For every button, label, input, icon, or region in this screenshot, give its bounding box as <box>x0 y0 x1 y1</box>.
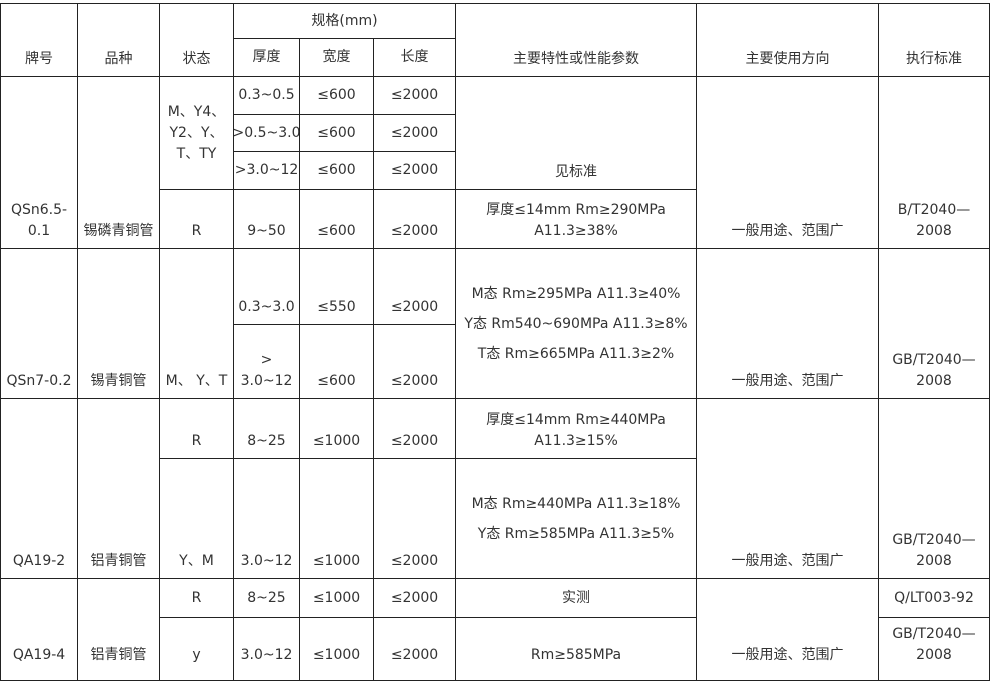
width-cell: ≤550 <box>299 248 374 325</box>
width-cell: ≤1000 <box>299 398 374 459</box>
thickness-cell: >3.0~12 <box>233 151 300 190</box>
length-cell: ≤2000 <box>373 151 456 190</box>
width-cell: ≤600 <box>299 189 374 249</box>
variety-cell: 锡青铜管 <box>77 248 160 399</box>
thickness-cell: 3.0~12 <box>233 458 300 579</box>
width-cell: ≤600 <box>299 76 374 115</box>
properties-cell: 厚度≤14mm Rm≥290MPa A11.3≥38% <box>455 189 697 249</box>
header-standard: 执行标准 <box>878 3 990 77</box>
state-cell: M、Y4、 Y2、Y、 T、TY <box>159 76 234 190</box>
standard-cell: Q/LT003-92 <box>878 578 990 618</box>
width-cell: ≤1000 <box>299 458 374 579</box>
thickness-cell: >0.5~3.0 <box>233 114 301 152</box>
brand-cell: QSn6.5- 0.1 <box>0 76 78 249</box>
thickness-cell: 0.3~0.5 <box>233 76 300 115</box>
brand-cell: QA19-2 <box>0 398 78 579</box>
properties-cell: 实测 <box>455 578 697 618</box>
properties-cell: 见标准 <box>455 76 697 190</box>
variety-cell: 锡磷青铜管 <box>77 76 160 249</box>
length-cell: ≤2000 <box>373 617 456 681</box>
header-width: 宽度 <box>299 38 374 77</box>
header-properties: 主要特性或性能参数 <box>455 3 697 77</box>
header-state: 状态 <box>159 3 234 77</box>
length-cell: ≤2000 <box>373 458 456 579</box>
usage-cell: 一般用途、范围广 <box>696 76 879 249</box>
standard-cell: B/T2040— 2008 <box>878 76 990 249</box>
header-length: 长度 <box>373 38 456 77</box>
header-usage: 主要使用方向 <box>696 3 879 77</box>
header-spec: 规格(mm) <box>233 3 456 39</box>
thickness-cell: 8~25 <box>233 578 300 618</box>
brand-cell: QA19-4 <box>0 578 78 681</box>
width-cell: ≤600 <box>299 114 374 152</box>
state-cell: R <box>159 398 234 459</box>
state-cell: M、 Y、T <box>159 248 234 399</box>
length-cell: ≤2000 <box>373 76 456 115</box>
standard-cell: GB/T2040— 2008 <box>878 248 990 399</box>
width-cell: ≤600 <box>299 151 374 190</box>
thickness-cell: 9~50 <box>233 189 300 249</box>
width-cell: ≤600 <box>299 324 374 399</box>
thickness-cell: 3.0~12 <box>233 617 300 681</box>
standard-cell: GB/T2040— 2008 <box>878 617 990 681</box>
length-cell: ≤2000 <box>373 114 456 152</box>
usage-cell: 一般用途、范围广 <box>696 398 879 579</box>
thickness-cell: > 3.0~12 <box>233 324 300 399</box>
properties-cell: Rm≥585MPa <box>455 617 697 681</box>
header-brand: 牌号 <box>0 3 78 77</box>
state-cell: R <box>159 189 234 249</box>
width-cell: ≤1000 <box>299 578 374 618</box>
properties-cell: 厚度≤14mm Rm≥440MPa A11.3≥15% <box>455 398 697 459</box>
length-cell: ≤2000 <box>373 324 456 399</box>
thickness-cell: 0.3~3.0 <box>233 248 300 325</box>
length-cell: ≤2000 <box>373 578 456 618</box>
usage-cell: 一般用途、范围广 <box>696 248 879 399</box>
length-cell: ≤2000 <box>373 248 456 325</box>
thickness-cell: 8~25 <box>233 398 300 459</box>
length-cell: ≤2000 <box>373 189 456 249</box>
standard-cell: GB/T2040— 2008 <box>878 398 990 579</box>
properties-cell: M态 Rm≥440MPa A11.3≥18% Y态 Rm≥585MPa A11.… <box>455 458 697 579</box>
header-variety: 品种 <box>77 3 160 77</box>
variety-cell: 铝青铜管 <box>77 578 160 681</box>
variety-cell: 铝青铜管 <box>77 398 160 579</box>
length-cell: ≤2000 <box>373 398 456 459</box>
state-cell: y <box>159 617 234 681</box>
usage-cell: 一般用途、范围广 <box>696 578 879 681</box>
state-cell: R <box>159 578 234 618</box>
state-cell: Y、M <box>159 458 234 579</box>
width-cell: ≤1000 <box>299 617 374 681</box>
header-thickness: 厚度 <box>233 38 300 77</box>
properties-cell: M态 Rm≥295MPa A11.3≥40% Y态 Rm540~690MPa A… <box>455 248 697 399</box>
brand-cell: QSn7-0.2 <box>0 248 78 399</box>
